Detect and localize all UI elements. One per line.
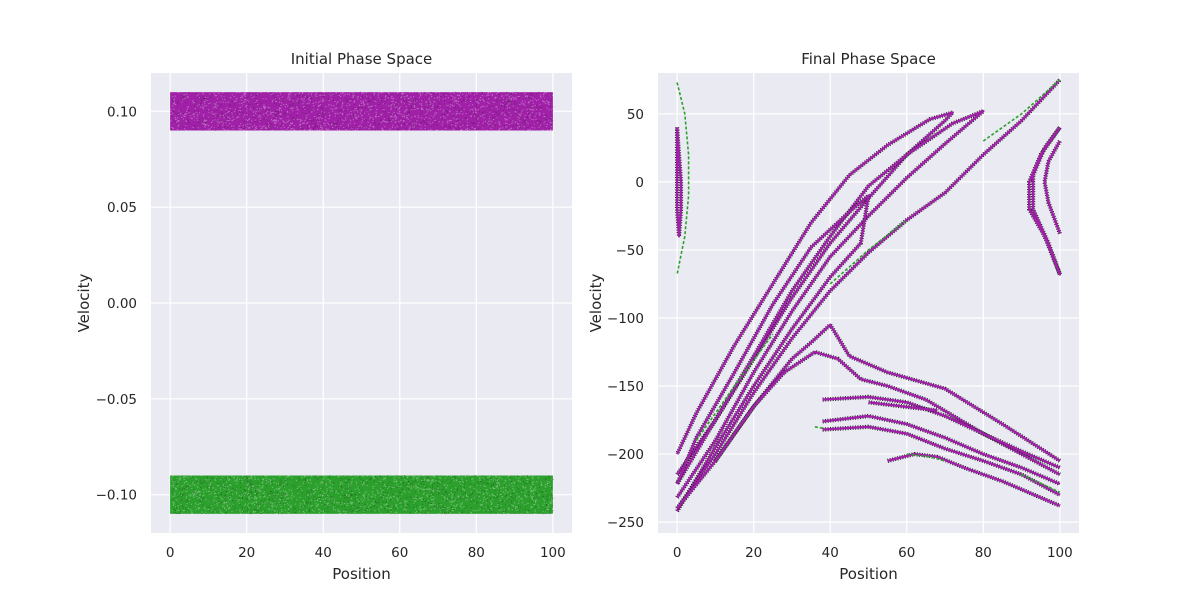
y-axis-label: Velocity — [587, 273, 605, 332]
y-tick-label: −250 — [607, 515, 644, 531]
trajectory-curve — [676, 111, 954, 476]
point-speckle — [170, 91, 554, 131]
trajectory-curve — [868, 401, 938, 412]
trajectory-curve — [714, 350, 1061, 476]
chart-title: Final Phase Space — [801, 50, 936, 68]
point-speckle — [170, 91, 554, 131]
trajectory-curve — [1043, 140, 1062, 235]
x-tick-label: 100 — [1047, 545, 1073, 561]
trajectory-curve — [676, 109, 985, 499]
scatter-points — [675, 78, 1062, 513]
x-tick-label: 0 — [166, 545, 175, 561]
plot-area — [658, 73, 1079, 533]
trajectory-curve — [695, 333, 774, 441]
x-axis-label: Position — [332, 565, 390, 583]
trajectory-curve — [906, 453, 946, 462]
point-band — [170, 475, 553, 514]
trajectory-curve — [675, 194, 870, 512]
y-tick-label: −50 — [616, 243, 645, 259]
y-tick-label: 0.05 — [107, 200, 137, 216]
series-green — [170, 475, 554, 515]
x-tick-label: 20 — [745, 545, 762, 561]
x-tick-label: 40 — [315, 545, 332, 561]
final-phase-space-axes: 0 20 40 60 80 100 50 0 −50 −100 −150 −200 −250 Final … — [587, 50, 1079, 583]
x-tick-label: 100 — [540, 545, 566, 561]
scatter-points — [170, 91, 554, 515]
trajectory-curve — [887, 452, 1061, 507]
x-tick-label: 60 — [898, 545, 915, 561]
series-green — [676, 79, 1061, 493]
trajectory-curve — [982, 79, 1061, 142]
y-tick-label: 0.10 — [107, 104, 137, 120]
initial-phase-space-axes: 0 20 40 60 80 100 0.10 0.05 0.00 −0.05 −0.10 Initia… — [75, 50, 572, 583]
chart-title: Initial Phase Space — [291, 50, 433, 68]
trajectory-curve — [676, 82, 690, 275]
y-tick-label: −100 — [607, 311, 644, 327]
trajectory-curve — [822, 414, 1061, 486]
trajectory-curve — [676, 78, 1061, 510]
x-tick-label: 20 — [238, 545, 255, 561]
y-tick-label: 0 — [635, 175, 644, 191]
series-magenta — [170, 91, 554, 131]
y-tick-label: 50 — [627, 107, 644, 123]
trajectory-curve — [1021, 473, 1061, 493]
point-speckle — [170, 475, 554, 515]
y-tick-label: −0.10 — [96, 488, 137, 504]
y-axis-label: Velocity — [75, 273, 93, 332]
x-tick-label: 80 — [975, 545, 992, 561]
x-tick-label: 40 — [822, 545, 839, 561]
trajectory-curve — [822, 395, 1061, 469]
point-band — [170, 92, 553, 131]
x-tick-label: 0 — [673, 545, 682, 561]
y-tick-label: −0.05 — [96, 392, 137, 408]
x-tick-label: 60 — [391, 545, 408, 561]
x-axis-label: Position — [839, 565, 897, 583]
y-tick-label: 0.00 — [107, 296, 137, 312]
trajectory-curve — [829, 219, 908, 285]
trajectory-curve — [1028, 126, 1062, 276]
series-magenta — [675, 78, 1062, 513]
trajectory-curve — [814, 426, 823, 429]
y-tick-label: −200 — [607, 447, 644, 463]
trajectory-curve — [675, 127, 683, 238]
y-tick-label: −150 — [607, 379, 644, 395]
point-speckle — [170, 475, 554, 515]
x-tick-label: 80 — [468, 545, 485, 561]
